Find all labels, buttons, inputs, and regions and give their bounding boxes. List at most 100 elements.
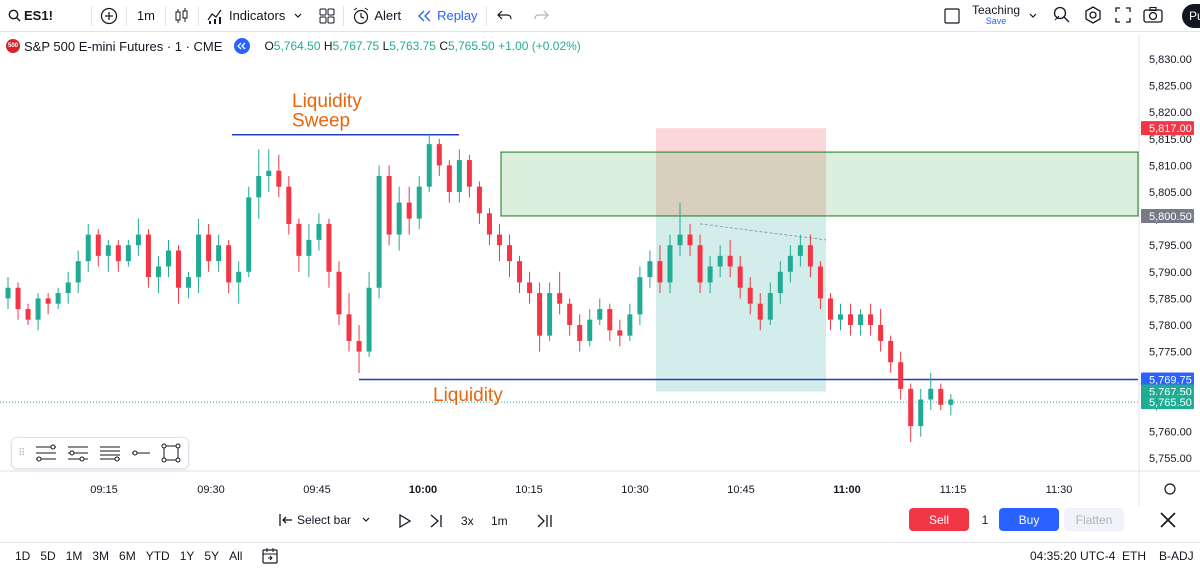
drag-handle-icon[interactable]: ⠿ bbox=[18, 447, 26, 459]
replay-speed[interactable]: 3x bbox=[461, 514, 474, 528]
undo-icon bbox=[496, 10, 512, 19]
sell-button[interactable]: Sell bbox=[909, 508, 969, 531]
jump-to-realtime-icon[interactable] bbox=[536, 514, 554, 528]
quantity-field[interactable]: 1 bbox=[981, 512, 989, 527]
undo-button[interactable] bbox=[487, 0, 523, 32]
time-axis-tick: 11:15 bbox=[940, 484, 967, 496]
time-axis-tick: 11:30 bbox=[1046, 484, 1073, 496]
liquidity-sweep-label: Liquidity bbox=[292, 91, 362, 112]
clock-time[interactable]: 04:35:20 UTC-4 bbox=[1030, 549, 1116, 563]
candle-body bbox=[878, 325, 884, 341]
redo-button[interactable] bbox=[523, 0, 559, 32]
layout-button[interactable]: Teaching Save bbox=[944, 4, 1038, 27]
session-label[interactable]: ETH bbox=[1122, 549, 1146, 563]
candle-body bbox=[667, 245, 673, 283]
candle-body bbox=[587, 319, 593, 341]
candle-body bbox=[507, 245, 512, 262]
select-bar-button[interactable]: Select bar bbox=[278, 512, 371, 528]
fib-extension-icon[interactable] bbox=[67, 443, 89, 463]
divider bbox=[343, 5, 345, 26]
chevron-down-icon bbox=[294, 13, 302, 18]
candle-body bbox=[537, 293, 543, 336]
candle-body bbox=[797, 245, 803, 256]
range-5y[interactable]: 5Y bbox=[204, 549, 220, 563]
range-6m[interactable]: 6M bbox=[119, 549, 136, 563]
range-1d[interactable]: 1D bbox=[15, 549, 31, 563]
candle-body bbox=[236, 271, 242, 283]
redo-icon bbox=[533, 10, 549, 19]
fullscreen-icon[interactable] bbox=[1114, 6, 1132, 24]
price-label-box bbox=[1141, 384, 1194, 399]
close-icon[interactable] bbox=[1158, 510, 1178, 530]
candle-body bbox=[186, 277, 192, 288]
quick-search-icon[interactable] bbox=[1052, 5, 1072, 25]
rectangle-icon[interactable] bbox=[161, 443, 181, 463]
price-chart[interactable]: LiquiditySweepLiquidity5,830.005,825.005… bbox=[0, 34, 1200, 506]
divider bbox=[164, 5, 166, 26]
symbol-search[interactable]: ES1! bbox=[0, 0, 61, 32]
price-axis-tick: 5,760.00 bbox=[1149, 426, 1192, 438]
horizontal-ray-icon[interactable] bbox=[131, 443, 151, 463]
replay-interval[interactable]: 1m bbox=[491, 514, 508, 528]
candle-body bbox=[848, 314, 854, 325]
range-ytd[interactable]: YTD bbox=[145, 549, 170, 563]
alert-button[interactable]: Alert bbox=[344, 0, 409, 32]
candle-body bbox=[657, 261, 663, 283]
candle-body bbox=[135, 234, 141, 246]
candle-body bbox=[827, 298, 833, 320]
candle-body bbox=[717, 255, 723, 267]
replay-indicator-icon[interactable] bbox=[234, 38, 251, 54]
search-icon bbox=[8, 9, 21, 22]
divider bbox=[197, 5, 199, 26]
candle-body bbox=[256, 176, 262, 198]
step-forward-icon[interactable] bbox=[428, 514, 444, 528]
candle-body bbox=[627, 314, 633, 336]
liquidity-sweep-label: Sweep bbox=[292, 111, 350, 132]
interval-button[interactable]: 1m bbox=[127, 0, 165, 32]
compare-button[interactable] bbox=[92, 0, 126, 32]
candle-body bbox=[928, 388, 934, 400]
range-1m[interactable]: 1M bbox=[65, 549, 83, 563]
goto-date-icon[interactable] bbox=[261, 547, 279, 565]
range-5d[interactable]: 5D bbox=[40, 549, 56, 563]
plus-circle-icon bbox=[100, 7, 118, 24]
buy-button[interactable]: Buy bbox=[999, 508, 1059, 531]
candle-body bbox=[276, 170, 282, 187]
chart-type-button[interactable] bbox=[166, 0, 198, 32]
range-1y[interactable]: 1Y bbox=[179, 549, 195, 563]
range-3m[interactable]: 3M bbox=[92, 549, 110, 563]
candle-body bbox=[577, 325, 583, 341]
candle-body bbox=[105, 245, 111, 256]
price-axis-tick: 5,795.00 bbox=[1149, 240, 1192, 252]
indicators-icon bbox=[207, 9, 222, 24]
symbol-title[interactable]: S&P 500 E-mini Futures · 1 · CME bbox=[24, 38, 223, 54]
candle-body bbox=[356, 340, 362, 352]
fib-channel-icon[interactable] bbox=[99, 443, 121, 463]
axis-settings-icon[interactable] bbox=[1164, 483, 1176, 495]
profile-avatar[interactable]: Pu bbox=[1182, 4, 1200, 28]
grid-icon bbox=[319, 8, 335, 23]
play-icon[interactable] bbox=[398, 514, 412, 528]
candle-body bbox=[115, 245, 121, 262]
candle-body bbox=[376, 176, 382, 288]
rewind-icon bbox=[418, 10, 431, 21]
candle-body bbox=[446, 165, 452, 192]
templates-button[interactable] bbox=[311, 0, 343, 32]
candle-body bbox=[306, 239, 312, 256]
candle-body bbox=[45, 298, 51, 304]
candle-body bbox=[647, 261, 653, 278]
candle-body bbox=[226, 245, 232, 283]
adjustment-label[interactable]: B-ADJ bbox=[1159, 549, 1194, 563]
flatten-button[interactable]: Flatten bbox=[1064, 508, 1124, 531]
candle-body bbox=[888, 340, 894, 363]
candle-body bbox=[25, 309, 31, 320]
price-label: 5,769.75 bbox=[1149, 375, 1192, 387]
replay-button[interactable]: Replay bbox=[409, 0, 485, 32]
settings-icon[interactable] bbox=[1083, 5, 1103, 25]
fib-retracement-icon[interactable] bbox=[35, 443, 57, 463]
camera-icon[interactable] bbox=[1143, 6, 1163, 24]
candle-body bbox=[908, 388, 914, 427]
candle-body bbox=[85, 234, 91, 262]
range-all[interactable]: All bbox=[229, 549, 243, 563]
indicators-button[interactable]: Indicators bbox=[199, 0, 311, 32]
